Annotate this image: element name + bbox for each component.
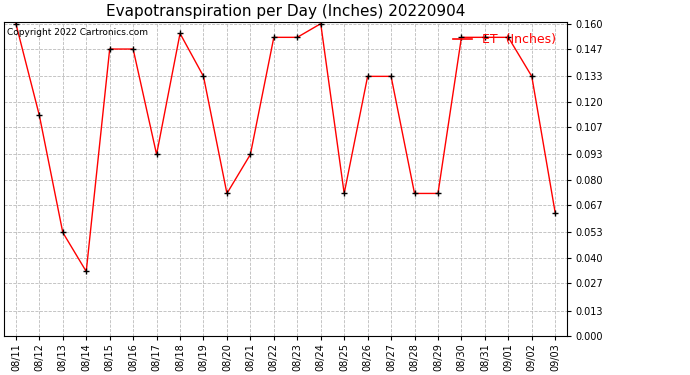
- Text: Copyright 2022 Cartronics.com: Copyright 2022 Cartronics.com: [7, 28, 148, 37]
- Legend: ET  (Inches): ET (Inches): [448, 28, 561, 51]
- Title: Evapotranspiration per Day (Inches) 20220904: Evapotranspiration per Day (Inches) 2022…: [106, 4, 465, 19]
